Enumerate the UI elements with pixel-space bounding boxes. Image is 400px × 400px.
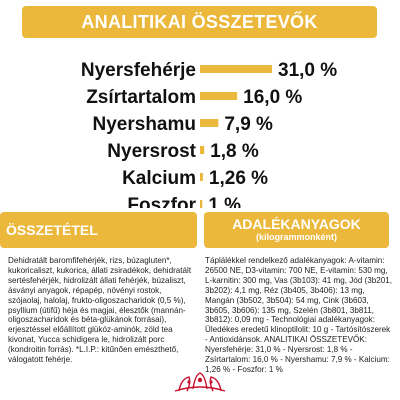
value-bar (200, 65, 272, 73)
category-label: Nyershamu (93, 114, 197, 135)
value-bar (200, 173, 203, 181)
category-label: Zsírtartalom (86, 87, 196, 108)
category-label: Nyersrost (107, 141, 196, 162)
value-bar (200, 146, 205, 154)
composition-title: ÖSSZETÉTEL (6, 222, 98, 238)
value-label: 1 % (208, 195, 241, 208)
additives-text: Táplálékkel rendelkező adalékanyagok: A-… (205, 256, 393, 374)
nutrient-bar-chart: Nyersfehérje 31,0 % Zsírtartalom 16,0 % Nyer… (81, 60, 337, 208)
value-bar (200, 92, 238, 100)
analytical-header-banner: ANALITIKAI ÖSSZETEVŐK (22, 6, 377, 38)
additives-subtitle: (kilogrammonként) (255, 232, 337, 242)
additives-title: ADALÉKANYAGOK (232, 216, 361, 232)
value-label: 31,0 % (278, 60, 337, 81)
analytical-header-title: ANALITIKAI ÖSSZETEVŐK (81, 11, 318, 32)
category-label: Nyersfehérje (81, 60, 196, 81)
value-bar (200, 119, 219, 127)
additives-header: ADALÉKANYAGOK (kilogrammonként) (204, 212, 389, 248)
value-label: 1,26 % (209, 168, 268, 189)
category-label: Kalcium (122, 168, 196, 189)
value-label: 7,9 % (224, 114, 273, 135)
value-label: 16,0 % (243, 87, 302, 108)
composition-text: Dehidratált baromfifehérjék, rizs, búzag… (8, 256, 192, 365)
value-label: 1,8 % (210, 141, 259, 162)
value-bar (200, 200, 203, 208)
category-label: Foszfor (127, 195, 196, 208)
composition-header: ÖSSZETÉTEL (0, 212, 197, 248)
royal-crown-icon (174, 372, 226, 392)
royal-canin-logo (167, 371, 233, 395)
